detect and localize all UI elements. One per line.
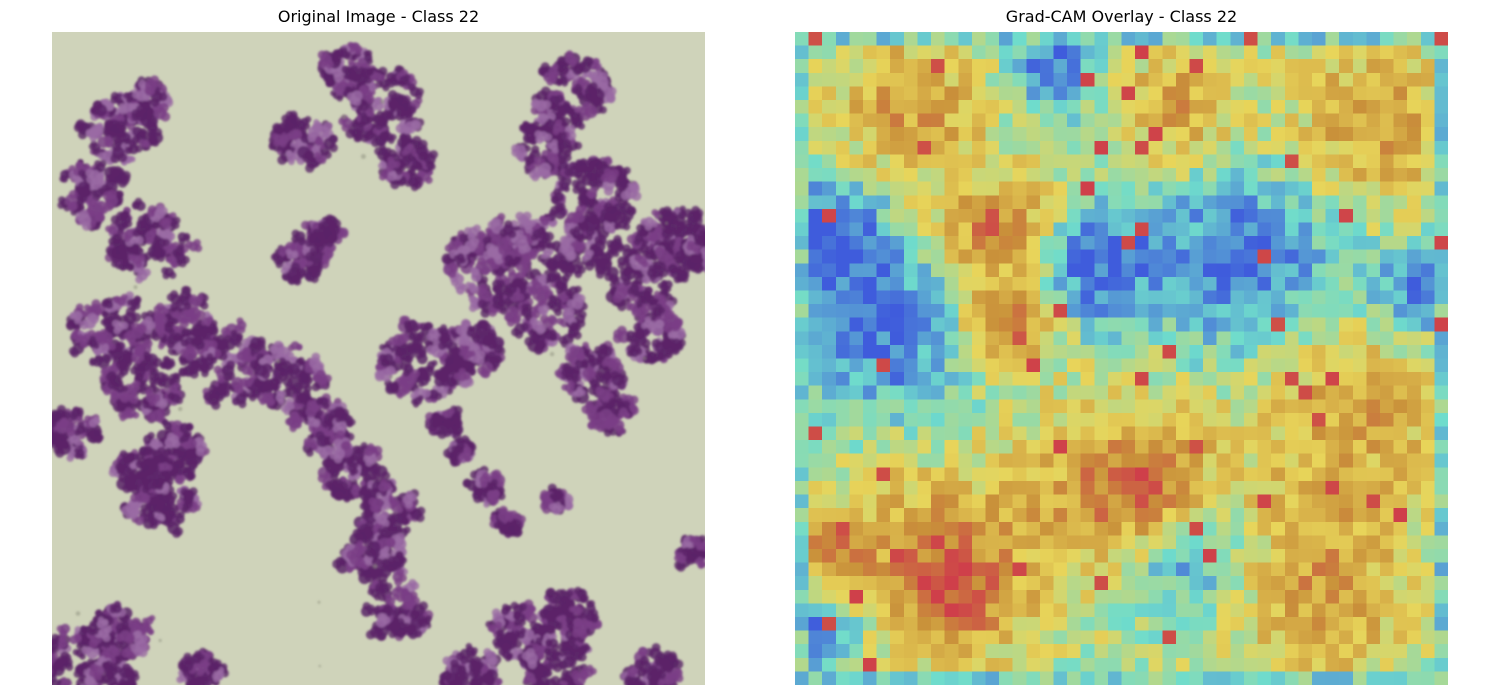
gradcam-overlay-title: Grad-CAM Overlay - Class 22: [1005, 7, 1238, 26]
gradcam-heatmap: [795, 32, 1448, 685]
gradcam-overlay-panel: [795, 32, 1448, 685]
microscopy-image: [52, 32, 705, 685]
original-image-panel: [52, 32, 705, 685]
original-image-title: Original Image - Class 22: [277, 7, 480, 26]
